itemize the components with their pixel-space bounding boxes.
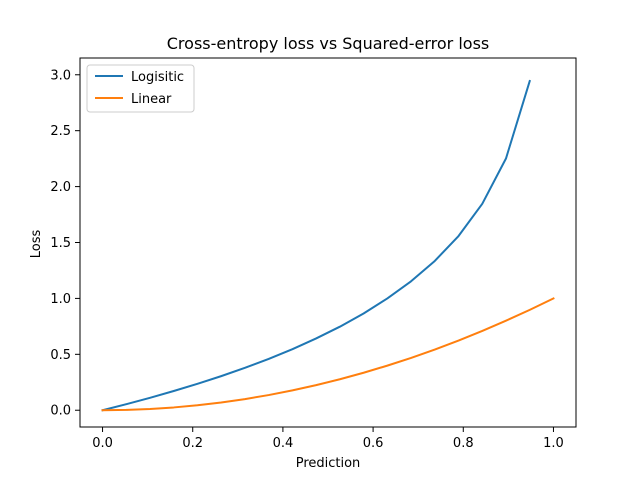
y-tick-label: 3.0 bbox=[50, 68, 71, 83]
plot-area bbox=[79, 57, 577, 428]
y-tick-label: 0.5 bbox=[50, 348, 71, 363]
x-tick-label: 0.2 bbox=[182, 436, 203, 451]
x-tick-label: 0.8 bbox=[453, 436, 474, 451]
chart-title: Cross-entropy loss vs Squared-error loss bbox=[167, 34, 489, 53]
x-tick-label: 0.4 bbox=[273, 436, 294, 451]
y-tick-label: 1.0 bbox=[50, 292, 71, 307]
y-tick-label: 0.0 bbox=[50, 404, 71, 419]
y-tick-label: 2.5 bbox=[50, 124, 71, 139]
y-tick-label: 2.0 bbox=[50, 180, 71, 195]
plot-frame bbox=[79, 57, 577, 428]
y-axis-title: Loss bbox=[29, 230, 44, 259]
legend-label-linear: Linear bbox=[131, 92, 172, 107]
y-axis: 0.0 0.5 1.0 1.5 2.0 2.5 3.0 bbox=[50, 68, 80, 419]
y-tick-label: 1.5 bbox=[50, 236, 71, 251]
series-line-logisitic bbox=[101, 79, 531, 412]
x-tick-label: 1.0 bbox=[543, 436, 564, 451]
x-tick-label: 0.0 bbox=[92, 436, 113, 451]
x-axis-title: Prediction bbox=[296, 456, 361, 471]
x-tick-label: 0.6 bbox=[363, 436, 384, 451]
x-axis: 0.0 0.2 0.4 0.6 0.8 1.0 bbox=[92, 427, 564, 451]
series-line-linear bbox=[101, 297, 555, 412]
legend-label-logisitic: Logisitic bbox=[131, 70, 184, 85]
legend: Logisitic Linear bbox=[86, 64, 195, 113]
